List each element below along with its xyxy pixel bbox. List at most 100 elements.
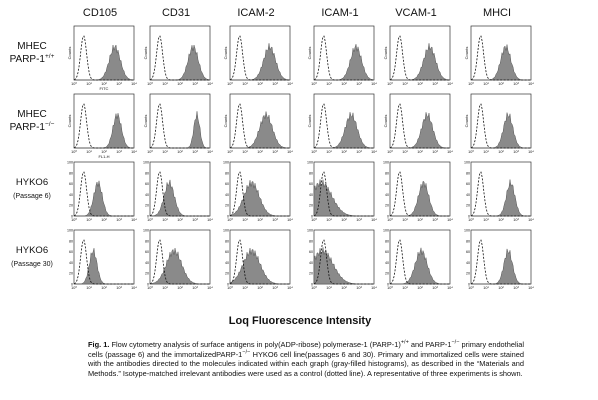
x-tick-label: 10¹: [86, 286, 92, 290]
x-tick-label: 10²: [498, 218, 504, 222]
y-axis-label: Counts: [67, 115, 72, 128]
x-tick-label: 10⁰: [311, 150, 317, 154]
y-tick-label: 80: [225, 171, 229, 175]
x-tick-label: 10⁴: [131, 150, 137, 154]
histogram: [74, 248, 134, 285]
y-axis-label: Counts: [383, 47, 388, 60]
x-tick-label: 10⁴: [528, 150, 534, 154]
control-histogram: [470, 103, 531, 149]
x-tick-label: 10¹: [86, 82, 92, 86]
x-tick-label: 10³: [116, 218, 122, 222]
histogram: [390, 43, 451, 81]
x-tick-label: 10²: [417, 218, 423, 222]
x-tick-label: 10¹: [483, 150, 489, 154]
x-tick-label: 10⁰: [468, 150, 474, 154]
x-tick-label: 10³: [272, 286, 278, 290]
row-label: HYKO6: [16, 177, 48, 188]
x-tick-label: 10³: [513, 82, 519, 86]
x-tick-label: 10⁰: [71, 82, 77, 86]
y-axis-label: Counts: [307, 115, 312, 128]
x-tick-label: 10¹: [242, 82, 248, 86]
row-label: PARP-1+/+: [10, 53, 55, 65]
y-tick-label: 40: [225, 193, 229, 197]
x-tick-label: 10⁰: [147, 218, 153, 222]
y-tick-label: 0: [387, 283, 389, 287]
x-tick-label: 10²: [257, 286, 263, 290]
panel-frame: [73, 229, 135, 285]
x-tick-label: 10³: [192, 218, 198, 222]
x-tick-label: 10¹: [86, 218, 92, 222]
y-tick-label: 40: [309, 261, 313, 265]
x-tick-label: 10¹: [483, 286, 489, 290]
y-tick-label: 20: [145, 204, 149, 208]
x-tick-label: 10⁰: [227, 150, 233, 154]
y-tick-label: 0: [227, 283, 229, 287]
y-tick-label: 0: [387, 215, 389, 219]
y-tick-label: 60: [466, 182, 470, 186]
y-tick-label: 100: [383, 229, 389, 233]
row-label: (Passage 30): [11, 261, 53, 268]
x-tick-label: 10⁴: [287, 150, 293, 154]
x-tick-label: 10³: [116, 150, 122, 154]
x-tick-label: 10³: [356, 218, 362, 222]
histogram: [74, 180, 134, 217]
histogram: [471, 248, 531, 285]
row-label-text: PARP-1: [10, 122, 46, 133]
x-tick-label: 10⁰: [227, 82, 233, 86]
y-tick-label: 20: [145, 272, 149, 276]
x-tick-label: 10¹: [162, 150, 168, 154]
x-tick-label: 10³: [432, 82, 438, 86]
x-tick-label: 10⁴: [207, 150, 213, 154]
control-histogram: [229, 103, 290, 149]
control-histogram: [470, 239, 531, 285]
column-header: VCAM-1: [395, 7, 437, 19]
y-tick-label: 60: [466, 250, 470, 254]
y-tick-label: 40: [385, 193, 389, 197]
caption: Fig. 1. Flow cytometry analysis of surfa…: [88, 340, 524, 378]
row-label: MHEC: [17, 109, 46, 120]
y-tick-label: 20: [385, 204, 389, 208]
y-tick-label: 60: [385, 250, 389, 254]
histogram: [313, 247, 374, 285]
column-header: CD31: [162, 7, 190, 19]
x-tick-label: 10⁰: [468, 286, 474, 290]
x-tick-label: 10¹: [402, 286, 408, 290]
x-tick-label: 10⁴: [131, 218, 137, 222]
column-header: CD105: [83, 7, 117, 19]
row-label: MHEC: [17, 41, 46, 52]
column-header: ICAM-2: [237, 7, 274, 19]
x-tick-label: 10²: [341, 150, 347, 154]
x-tick-label: 10²: [417, 82, 423, 86]
y-tick-label: 80: [309, 239, 313, 243]
y-tick-label: 80: [385, 239, 389, 243]
x-tick-label: 10⁴: [131, 82, 137, 86]
x-tick-label: 10⁰: [227, 218, 233, 222]
y-tick-label: 20: [309, 204, 313, 208]
x-tick-label: 10⁴: [287, 82, 293, 86]
control-histogram: [229, 171, 290, 217]
y-tick-label: 100: [464, 161, 470, 165]
x-tick-label: 10¹: [326, 150, 332, 154]
y-tick-label: 20: [225, 272, 229, 276]
control-histogram: [389, 35, 450, 81]
y-tick-label: 100: [223, 229, 229, 233]
x-tick-label: 10⁴: [447, 82, 453, 86]
x-tick-label: 10¹: [402, 218, 408, 222]
control-histogram: [73, 239, 134, 285]
x-tick-label: 10¹: [326, 218, 332, 222]
y-tick-label: 20: [466, 204, 470, 208]
x-tick-label: 10⁰: [387, 82, 393, 86]
x-tick-label: 10⁴: [447, 218, 453, 222]
control-histogram: [389, 171, 450, 217]
x-tick-label: 10¹: [326, 82, 332, 86]
control-histogram: [229, 239, 290, 285]
x-tick-label: 10⁴: [528, 286, 534, 290]
x-tick-label: 10²: [177, 286, 183, 290]
control-histogram: [470, 171, 531, 217]
control-histogram: [389, 103, 450, 149]
histogram: [150, 44, 211, 81]
caption-text: primary endothelial cells (passage 6) an…: [88, 340, 524, 359]
x-tick-label: 10³: [356, 286, 362, 290]
x-tick-label: 10⁴: [371, 82, 377, 86]
